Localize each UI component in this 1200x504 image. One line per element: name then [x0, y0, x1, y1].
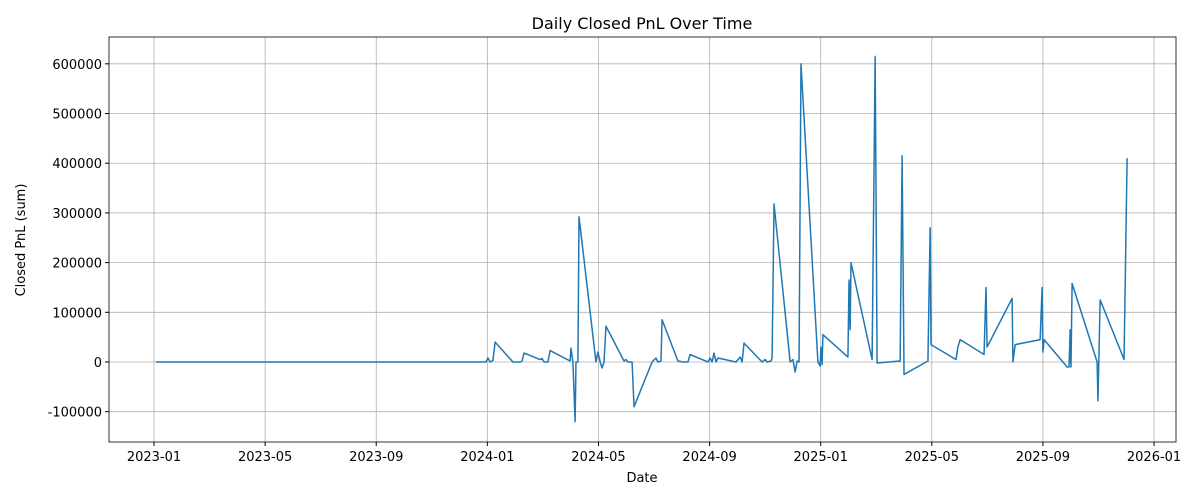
- y-tick-label: 300000: [52, 207, 102, 222]
- y-tick-label: 400000: [52, 157, 102, 172]
- chart-title: Daily Closed PnL Over Time: [532, 14, 753, 33]
- y-tick-label: 200000: [52, 257, 102, 272]
- x-tick-label: 2023-05: [238, 450, 292, 465]
- x-tick-label: 2025-01: [794, 450, 848, 465]
- x-tick-label: 2025-05: [905, 450, 959, 465]
- line-series: [155, 55, 1128, 423]
- x-tick-label: 2025-09: [1016, 450, 1070, 465]
- y-tick-label: 100000: [52, 306, 102, 321]
- x-tick-label: 2023-09: [349, 450, 403, 465]
- y-tick-label: 0: [94, 356, 102, 371]
- x-tick-label: 2024-09: [682, 450, 736, 465]
- y-tick-label: 500000: [52, 108, 102, 123]
- x-axis-label: Date: [626, 471, 657, 486]
- x-tick-label: 2023-01: [127, 450, 181, 465]
- x-tick-label: 2024-05: [571, 450, 625, 465]
- y-tick-label: -100000: [48, 406, 102, 421]
- x-tick-label: 2026-01: [1127, 450, 1181, 465]
- plot-frame: [108, 36, 1177, 443]
- x-tick-label: 2024-01: [460, 450, 514, 465]
- y-tick-label: 600000: [52, 58, 102, 73]
- y-axis-label: Closed PnL (sum): [14, 184, 29, 297]
